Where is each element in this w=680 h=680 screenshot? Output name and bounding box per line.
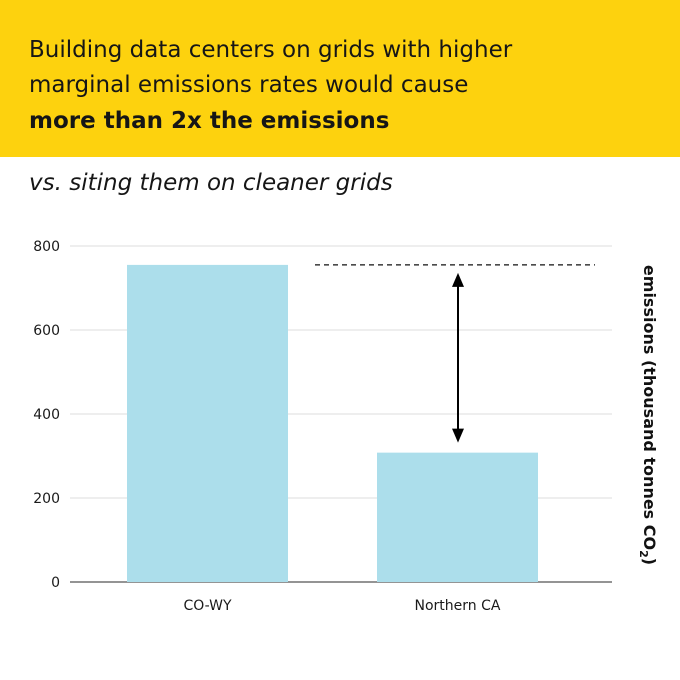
arrow-head-down-icon: [452, 428, 464, 443]
arrow-head-up-icon: [452, 272, 464, 287]
bar-northern-ca: [377, 452, 538, 582]
subtitle: vs. siting them on cleaner grids: [29, 170, 393, 196]
bars: [127, 264, 538, 582]
category-label: CO-WY: [183, 598, 232, 614]
y-tick-label: 200: [33, 491, 60, 507]
difference-arrow: [452, 272, 464, 443]
y-tick-label: 800: [33, 239, 60, 255]
y-tick-labels: 0 200 400 600 800: [33, 239, 60, 591]
title-line-1: Building data centers on grids with high…: [29, 37, 513, 63]
title-line-3-emphasis: more than 2x the emissions: [29, 108, 390, 134]
y-tick-label: 0: [51, 575, 60, 591]
title-banner: Building data centers on grids with high…: [0, 0, 680, 157]
y-axis-label: emissions (thousand tonnes CO2): [637, 265, 659, 565]
y-tick-label: 400: [33, 407, 60, 423]
category-label: Northern CA: [415, 598, 501, 614]
title-line-2: marginal emissions rates would cause: [29, 72, 469, 98]
y-tick-label: 600: [33, 323, 60, 339]
category-labels: CO-WY Northern CA: [183, 598, 500, 614]
bar-co-wy: [127, 264, 288, 582]
